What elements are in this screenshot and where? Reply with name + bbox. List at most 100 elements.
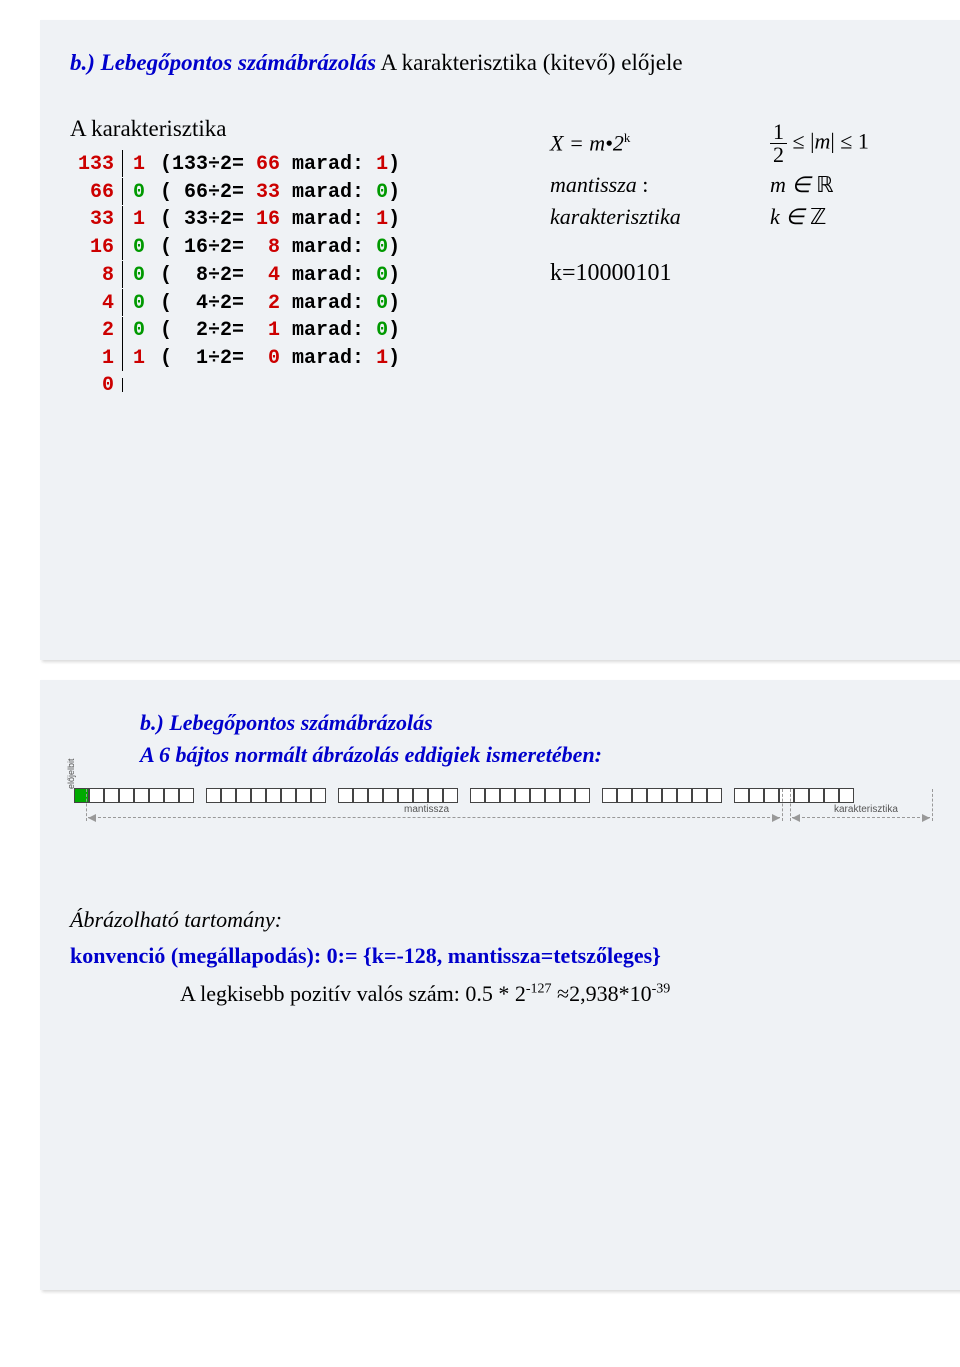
- bit-cell: [368, 788, 383, 803]
- table-row: 20 ( 2÷2= 1 marad: 0): [70, 317, 510, 345]
- col-number: 66: [70, 179, 114, 206]
- bit-cell: [398, 788, 413, 803]
- col-bit: 0: [130, 290, 148, 317]
- col-expression: ( 33÷2= 16 marad: 1): [148, 206, 510, 233]
- bit-cell: [809, 788, 824, 803]
- col-bit: 1: [130, 206, 148, 233]
- bit-cell: [413, 788, 428, 803]
- byte-group: [602, 788, 722, 803]
- col-bit: 0: [130, 234, 148, 261]
- bit-cell: [353, 788, 368, 803]
- subtitle: A karakterisztika: [70, 116, 510, 142]
- formula-row-1: X = m•2k 1 2 ≤ |m| ≤ 1: [550, 121, 950, 166]
- bit-cell: [179, 788, 194, 803]
- byte-group: [734, 788, 854, 803]
- slide-2: b.) Lebegőpontos számábrázolás A 6 bájto…: [40, 680, 960, 1290]
- mant-label-text: mantissza: [550, 172, 637, 197]
- smallest-mid: ≈2,938*10: [552, 981, 652, 1006]
- k-in-Z: k ∈ ℤ: [770, 204, 950, 230]
- left-column: A karakterisztika 1331 (133÷2= 66 marad:…: [70, 116, 510, 399]
- col-number: 16: [70, 234, 114, 261]
- byte-group: [74, 788, 194, 803]
- col-divider: [114, 233, 130, 261]
- bit-cell: [251, 788, 266, 803]
- Z-symbol: ℤ: [810, 204, 826, 229]
- col-divider: [114, 344, 130, 372]
- bit-cell: [266, 788, 281, 803]
- right-column: X = m•2k 1 2 ≤ |m| ≤ 1 mantissza : m ∈ ℝ…: [550, 116, 950, 399]
- bit-cell: [632, 788, 647, 803]
- slide2-subtitle: A 6 bájtos normált ábrázolás eddigiek is…: [140, 742, 950, 768]
- bit-cell: [794, 788, 809, 803]
- table-row: 66 0 ( 66÷2= 33 marad: 0): [70, 178, 510, 206]
- bit-cell: [428, 788, 443, 803]
- bit-cell: [443, 788, 458, 803]
- col-divider: [114, 150, 130, 178]
- formula-m-ineq: 1 2 ≤ |m| ≤ 1: [770, 121, 950, 166]
- byte-group: [470, 788, 590, 803]
- col-bit: 0: [130, 179, 148, 206]
- bit-cell: [296, 788, 311, 803]
- bit-cell: [515, 788, 530, 803]
- m-var: m: [814, 129, 830, 154]
- col-bit: 0: [130, 317, 148, 344]
- col-number: 0: [70, 372, 114, 399]
- bit-cell: [383, 788, 398, 803]
- bit-cell: [338, 788, 353, 803]
- bit-cell: [164, 788, 179, 803]
- col-expression: ( 1÷2= 0 marad: 1): [148, 345, 510, 372]
- col-number: 2: [70, 317, 114, 344]
- bit-cell: [839, 788, 854, 803]
- bit-cell: [311, 788, 326, 803]
- col-number: 8: [70, 262, 114, 289]
- col-divider: [114, 206, 130, 234]
- bit-cell: [734, 788, 749, 803]
- bit-cell: [617, 788, 632, 803]
- col-bit: 0: [130, 262, 148, 289]
- bit-cell: [236, 788, 251, 803]
- col-number: 1: [70, 345, 114, 372]
- smallest-exp1: -127: [526, 982, 552, 997]
- bit-cell: [602, 788, 617, 803]
- bit-cell: [692, 788, 707, 803]
- smallest-exp2: -39: [652, 982, 671, 997]
- col-expression: ( 2÷2= 1 marad: 0): [148, 317, 510, 344]
- slide-1: b.) Lebegőpontos számábrázolás A karakte…: [40, 20, 960, 660]
- col-divider: [114, 178, 130, 206]
- m-in-text: m ∈: [770, 172, 816, 197]
- k-result: k=10000101: [550, 260, 950, 287]
- bit-cell: [221, 788, 236, 803]
- bit-cell: [281, 788, 296, 803]
- col-expression: (133÷2= 66 marad: 1): [148, 151, 510, 178]
- col-divider: [114, 261, 130, 289]
- label-karakterisztika: karakterisztika: [830, 804, 902, 815]
- bit-cell: [134, 788, 149, 803]
- frac-num: 1: [770, 121, 787, 144]
- bit-cell: [470, 788, 485, 803]
- vdash-1: [86, 789, 87, 821]
- byte-group: [206, 788, 326, 803]
- bit-cell: [824, 788, 839, 803]
- byte-group: [338, 788, 458, 803]
- table-row: 40 ( 4÷2= 2 marad: 0): [70, 289, 510, 317]
- smallest-line: A legkisebb pozitív valós szám: 0.5 * 2-…: [180, 981, 950, 1007]
- slide1-title: b.) Lebegőpontos számábrázolás A karakte…: [70, 50, 950, 76]
- bit-cell: [647, 788, 662, 803]
- col-bit: 1: [130, 151, 148, 178]
- col-expression: ( 66÷2= 33 marad: 0): [148, 179, 510, 206]
- arrow-kar: [792, 817, 930, 818]
- col-divider: [114, 289, 130, 317]
- formula-X: X = m•2k: [550, 130, 730, 156]
- bit-cell: [530, 788, 545, 803]
- vdash-4: [932, 789, 933, 821]
- arrow-mantissa: [88, 817, 780, 818]
- bit-cell: [485, 788, 500, 803]
- col-expression: ( 16÷2= 8 marad: 0): [148, 234, 510, 261]
- convention-line: konvenció (megállapodás): 0:= {k=-128, m…: [70, 943, 950, 969]
- bit-cell: [119, 788, 134, 803]
- table-row: 80 ( 8÷2= 4 marad: 0): [70, 261, 510, 289]
- bit-cell: [545, 788, 560, 803]
- division-table: 1331 (133÷2= 66 marad: 1) 660 ( 66÷2= 33…: [70, 150, 510, 399]
- m-in-R: m ∈ ℝ: [770, 172, 950, 198]
- col-divider: [114, 372, 130, 399]
